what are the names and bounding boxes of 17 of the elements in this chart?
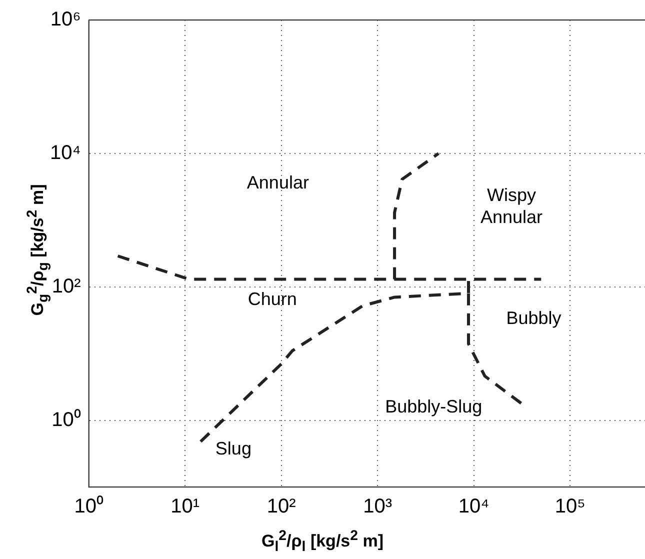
- x-tick-label: 10³: [363, 496, 392, 518]
- x-tick-label: 10⁵: [554, 496, 586, 518]
- x-tick-label: 10⁰: [74, 494, 104, 518]
- y-tick-label: 10²: [52, 275, 82, 298]
- y-tick-label: 10⁶: [50, 8, 81, 31]
- y-tick-label: 10⁰: [52, 408, 81, 431]
- y-tick-label: 10⁴: [50, 142, 81, 164]
- annotation: Bubbly-Slug: [385, 396, 482, 417]
- x-axis-title: G$_{l}$$^{2}$/ρ$_{l}$ [kg/s$^{2}$ m]: [260, 528, 384, 556]
- x-tick-label: 10²: [266, 496, 296, 518]
- x-tick-label: 10¹: [170, 496, 200, 518]
- annotation: Bubbly: [506, 308, 562, 328]
- annotation: Annular: [246, 172, 309, 192]
- annotation: Churn: [248, 289, 297, 310]
- annotation: Slug: [215, 438, 252, 459]
- annotation: Wispy Annular: [480, 184, 543, 227]
- x-tick-label: 10⁴: [458, 496, 490, 518]
